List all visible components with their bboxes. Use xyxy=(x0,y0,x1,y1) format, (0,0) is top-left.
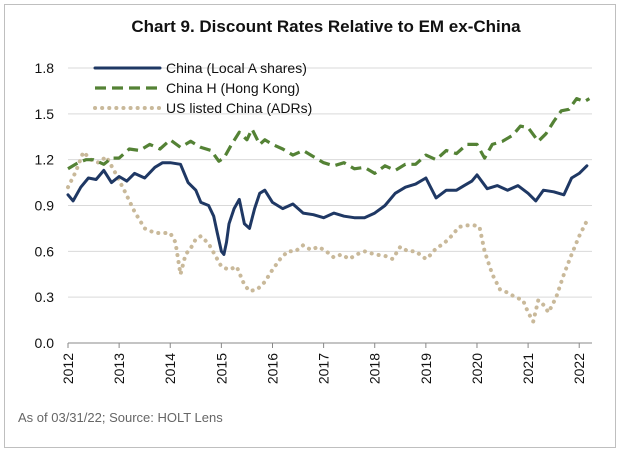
x-tick-label: 2017 xyxy=(316,353,332,384)
legend: China (Local A shares) China H (Hong Kon… xyxy=(93,60,312,116)
x-tick-label: 2012 xyxy=(60,353,76,384)
series-lines xyxy=(66,96,591,324)
x-tick-label: 2019 xyxy=(418,353,434,384)
chart-title: Chart 9. Discount Rates Relative to EM e… xyxy=(131,17,521,36)
x-tick-label: 2022 xyxy=(571,353,587,384)
y-tick-label: 0.6 xyxy=(35,243,55,259)
x-tick-label: 2016 xyxy=(264,353,280,384)
source-note: As of 03/31/22; Source: HOLT Lens xyxy=(18,410,223,425)
y-axis-ticks: 0.0 0.3 0.6 0.9 1.2 1.5 1.8 xyxy=(35,60,55,351)
y-tick-label: 0.0 xyxy=(35,335,55,351)
y-tick-label: 0.3 xyxy=(35,289,55,305)
y-tick-label: 0.9 xyxy=(35,198,55,214)
china-h-line xyxy=(67,96,591,175)
x-tick-label: 2021 xyxy=(520,353,536,384)
x-tick-label: 2018 xyxy=(367,353,383,384)
x-axis-ticks: 2012 2013 2014 2015 2016 2017 2018 2019 2020 2021… xyxy=(60,343,587,384)
chart-frame xyxy=(4,4,616,448)
x-tick-label: 2020 xyxy=(469,353,485,384)
grid-lines xyxy=(68,67,592,344)
legend-label-china-h: China H (Hong Kong) xyxy=(166,80,300,96)
y-tick-label: 1.5 xyxy=(35,106,55,122)
y-tick-label: 1.8 xyxy=(35,60,55,76)
china-a-line xyxy=(66,161,589,256)
legend-label-us-adrs: US listed China (ADRs) xyxy=(166,100,312,116)
y-tick-label: 1.2 xyxy=(35,152,55,168)
x-tick-label: 2015 xyxy=(213,353,229,384)
legend-label-china-a: China (Local A shares) xyxy=(166,60,307,76)
x-tick-label: 2014 xyxy=(162,353,178,384)
x-tick-label: 2013 xyxy=(111,353,127,384)
